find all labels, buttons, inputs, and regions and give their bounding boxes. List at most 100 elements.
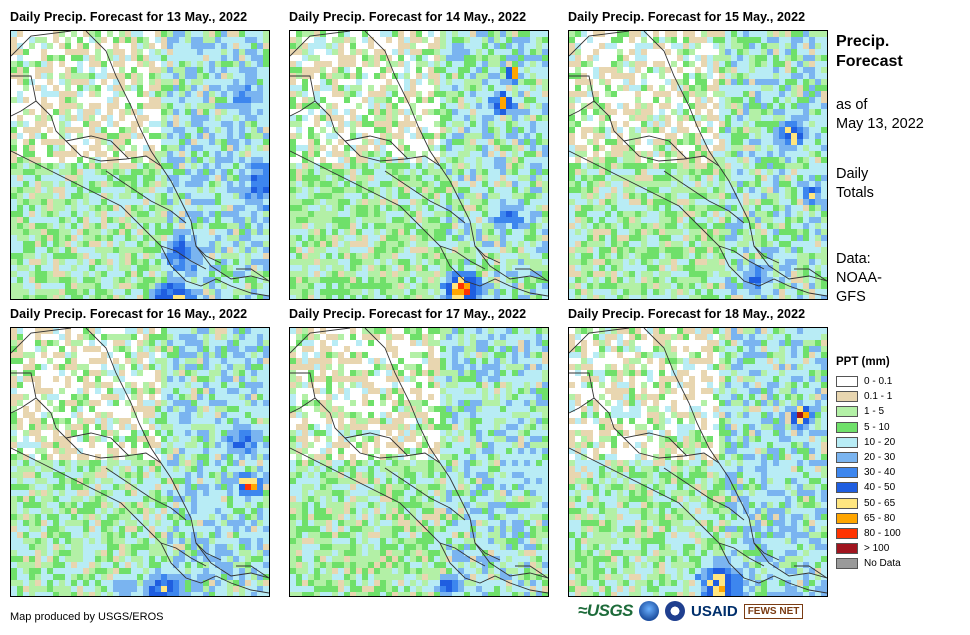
agency-logos: ≈USGS USAID FEWS NET bbox=[578, 601, 804, 621]
country-border bbox=[623, 432, 688, 457]
country-border bbox=[236, 268, 269, 282]
legend-item: 1 - 5 bbox=[836, 404, 901, 419]
legend-item: > 100 bbox=[836, 541, 901, 556]
nasa-seal-icon bbox=[665, 601, 686, 621]
legend-item: 0.1 - 1 bbox=[836, 389, 901, 404]
panel-title: Daily Precip. Forecast for 16 May., 2022 bbox=[10, 307, 248, 321]
country-border bbox=[569, 447, 827, 594]
map-canvas bbox=[569, 328, 827, 596]
map-canvas bbox=[290, 31, 548, 299]
legend-item: 50 - 65 bbox=[836, 496, 901, 511]
daily-line: Totals bbox=[836, 185, 874, 201]
country-border bbox=[105, 170, 187, 224]
map-credit: Map produced by USGS/EROS bbox=[10, 611, 164, 623]
legend-swatch bbox=[836, 558, 858, 570]
country-border bbox=[290, 372, 441, 464]
legend-swatch bbox=[836, 421, 858, 433]
map-canvas bbox=[11, 31, 269, 299]
legend-swatch bbox=[836, 391, 858, 403]
legend-swatch bbox=[836, 467, 858, 479]
legend-items: 0 - 0.1 0.1 - 1 1 - 5 5 - 10 10 - 20 20 - 30 3… bbox=[836, 374, 901, 571]
legend-swatch bbox=[836, 497, 858, 509]
country-border bbox=[65, 135, 130, 160]
legend-swatch bbox=[836, 436, 858, 448]
daily-line: Daily bbox=[836, 166, 869, 182]
panel-title: Daily Precip. Forecast for 14 May., 2022 bbox=[289, 10, 527, 24]
legend-swatch bbox=[836, 406, 858, 418]
legend-swatch bbox=[836, 376, 858, 388]
data-source-line: GFS bbox=[836, 289, 866, 305]
country-border bbox=[569, 328, 827, 579]
country-border bbox=[515, 268, 548, 282]
country-border bbox=[794, 565, 827, 579]
country-border bbox=[569, 75, 720, 167]
side-title-line: Precip. bbox=[836, 33, 890, 50]
legend-label: 0 - 0.1 bbox=[864, 376, 893, 388]
country-border bbox=[718, 245, 765, 270]
country-border bbox=[663, 467, 745, 521]
fews-net-logo: FEWS NET bbox=[743, 603, 804, 619]
legend-label: 40 - 50 bbox=[864, 482, 896, 494]
country-border bbox=[290, 75, 441, 167]
country-border bbox=[290, 150, 548, 297]
legend-item: 40 - 50 bbox=[836, 480, 901, 495]
country-border bbox=[105, 467, 187, 521]
legend-label: 1 - 5 bbox=[864, 406, 885, 418]
country-border bbox=[569, 372, 720, 464]
country-border bbox=[290, 328, 548, 579]
legend-label: 80 - 100 bbox=[864, 527, 901, 539]
noaa-logo-icon bbox=[639, 601, 660, 621]
legend-label: 20 - 30 bbox=[864, 452, 896, 464]
country-border bbox=[515, 565, 548, 579]
map-canvas bbox=[11, 328, 269, 596]
country-border bbox=[794, 268, 827, 282]
country-border bbox=[11, 372, 162, 464]
country-border bbox=[160, 542, 207, 567]
country-border bbox=[290, 31, 548, 282]
side-title: Precip. Forecast bbox=[836, 32, 903, 72]
country-border bbox=[11, 31, 269, 282]
country-border bbox=[663, 170, 745, 224]
country-border bbox=[195, 245, 222, 264]
precip-raster bbox=[569, 328, 827, 596]
precip-map bbox=[568, 327, 828, 597]
precip-map bbox=[10, 30, 270, 300]
country-border bbox=[569, 31, 827, 282]
as-of-date: as of May 13, 2022 bbox=[836, 96, 924, 134]
country-border bbox=[11, 150, 269, 297]
legend-label: 65 - 80 bbox=[864, 512, 896, 524]
country-border bbox=[474, 542, 501, 561]
precip-raster bbox=[290, 31, 548, 299]
panel-title: Daily Precip. Forecast for 13 May., 2022 bbox=[10, 10, 248, 24]
country-border bbox=[384, 170, 466, 224]
country-border bbox=[753, 245, 780, 264]
usgs-logo: ≈USGS bbox=[578, 601, 634, 620]
as-of-label: as of bbox=[836, 97, 868, 113]
as-of-value: May 13, 2022 bbox=[836, 116, 924, 132]
legend-label: 0.1 - 1 bbox=[864, 391, 893, 403]
precip-map bbox=[289, 30, 549, 300]
country-border bbox=[474, 245, 501, 264]
legend-swatch bbox=[836, 527, 858, 539]
legend-label: 10 - 20 bbox=[864, 436, 896, 448]
country-border bbox=[753, 542, 780, 561]
precip-map bbox=[289, 327, 549, 597]
precip-raster bbox=[11, 31, 269, 299]
side-title-line: Forecast bbox=[836, 53, 903, 70]
precip-map bbox=[568, 30, 828, 300]
legend-item: 80 - 100 bbox=[836, 526, 901, 541]
precip-raster bbox=[290, 328, 548, 596]
legend-swatch bbox=[836, 543, 858, 555]
legend-label: No Data bbox=[864, 558, 901, 570]
legend-swatch bbox=[836, 482, 858, 494]
country-border bbox=[718, 542, 765, 567]
legend-item: 65 - 80 bbox=[836, 511, 901, 526]
country-border bbox=[160, 245, 207, 270]
legend-label: 50 - 65 bbox=[864, 497, 896, 509]
country-border bbox=[195, 542, 222, 561]
legend-item: 30 - 40 bbox=[836, 465, 901, 480]
country-border bbox=[65, 432, 130, 457]
daily-totals-label: Daily Totals bbox=[836, 165, 874, 203]
legend-item: No Data bbox=[836, 556, 901, 571]
legend-label: 30 - 40 bbox=[864, 467, 896, 479]
